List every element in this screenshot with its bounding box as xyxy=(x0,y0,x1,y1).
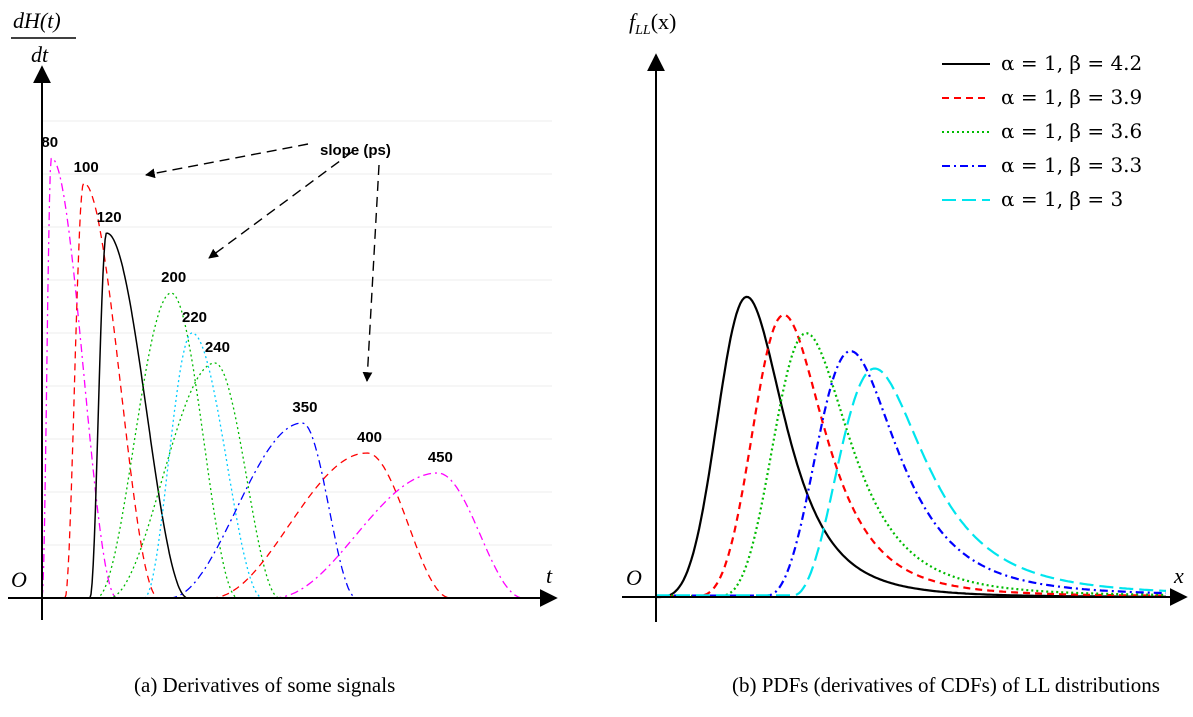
a-curve-220 xyxy=(143,332,263,599)
a-annotation-arrow-120 xyxy=(145,143,309,179)
a-curve-80 xyxy=(41,157,118,599)
b-legend-label-1: α = 1, β = 3.9 xyxy=(1001,85,1142,109)
a-curve-400 xyxy=(210,452,451,599)
a-peak-label-120: 120 xyxy=(97,209,122,226)
a-curve-200 xyxy=(96,292,238,599)
a-x-axis-label: t xyxy=(546,563,553,588)
a-peak-label-200: 200 xyxy=(161,269,186,286)
caption-b: (b) PDFs (derivatives of CDFs) of LL dis… xyxy=(732,673,1160,697)
a-peak-label-450: 450 xyxy=(428,449,453,466)
a-peak-label-220: 220 xyxy=(182,309,207,326)
panel-b-pdf-chart: fLL(x) O x α = 1, β = 4.2α = 1, β = 3.9α… xyxy=(622,9,1188,622)
b-curves xyxy=(656,295,1167,599)
panel-a-derivatives-chart: dH(t) dt O t 80100120200220240350400450 … xyxy=(8,8,558,620)
b-curve-3 xyxy=(656,349,1166,597)
b-legend-label-3: α = 1, β = 3.3 xyxy=(1001,153,1142,177)
b-legend-label-2: α = 1, β = 3.6 xyxy=(1001,119,1142,143)
b-curve-4 xyxy=(656,367,1167,597)
caption-a: (a) Derivatives of some signals xyxy=(134,673,396,697)
a-peak-label-400: 400 xyxy=(357,429,382,446)
a-curve-240 xyxy=(108,362,280,599)
b-origin-label: O xyxy=(626,565,642,590)
a-curves xyxy=(41,157,524,599)
a-peak-label-350: 350 xyxy=(292,399,317,416)
a-peak-label-80: 80 xyxy=(41,134,58,151)
b-x-axis-label: x xyxy=(1173,563,1184,588)
b-legend-label-0: α = 1, β = 4.2 xyxy=(1001,51,1142,75)
a-curve-120 xyxy=(89,232,188,599)
a-curve-100 xyxy=(64,182,159,599)
a-annotation-label: slope (ps) xyxy=(320,142,391,159)
b-ylabel: fLL(x) xyxy=(629,9,676,38)
b-curve-1 xyxy=(656,313,1166,598)
a-peak-label-100: 100 xyxy=(74,159,99,176)
b-legend-label-4: α = 1, β = 3 xyxy=(1001,187,1123,211)
a-annotation-arrow-220 xyxy=(208,151,353,259)
a-annotation-arrow-400 xyxy=(362,164,380,382)
a-peak-labels: 80 100 120 200 220 240 350 400 450 xyxy=(41,134,452,466)
a-curve-450 xyxy=(273,472,524,599)
a-ylabel-denominator: dt xyxy=(31,42,49,67)
a-origin-label: O xyxy=(11,567,27,592)
a-gridlines xyxy=(42,120,552,546)
a-curve-350 xyxy=(169,422,357,599)
a-ylabel-numerator: dH(t) xyxy=(13,8,61,33)
a-peak-label-240: 240 xyxy=(205,339,230,356)
b-legend: α = 1, β = 4.2 α = 1, β = 3.9 α = 1, β = 3… xyxy=(942,51,1142,211)
b-curve-2 xyxy=(656,332,1166,598)
